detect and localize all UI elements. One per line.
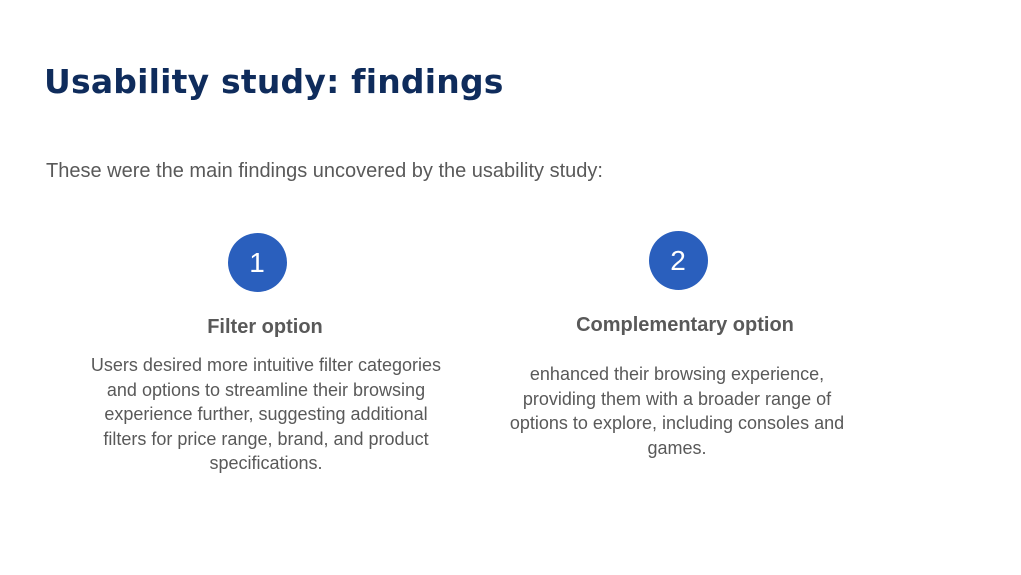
finding-description: enhanced their browsing experience, prov… — [509, 364, 845, 458]
finding-number-badge: 2 — [648, 231, 708, 290]
finding-heading: Complementary option — [576, 314, 794, 336]
finding-description: Users desired more intuitive filter cate… — [90, 355, 442, 473]
intro-text: These were the main findings uncovered b… — [46, 160, 603, 182]
finding-number-badge: 1 — [227, 233, 287, 292]
finding-card-1: 1 Filter option Users desired more intui… — [80, 233, 452, 476]
finding-heading: Filter option — [207, 316, 323, 338]
slide-title: Usability study: findings — [44, 62, 504, 101]
finding-card-2: 2 Complementary option enhanced their br… — [510, 231, 870, 460]
